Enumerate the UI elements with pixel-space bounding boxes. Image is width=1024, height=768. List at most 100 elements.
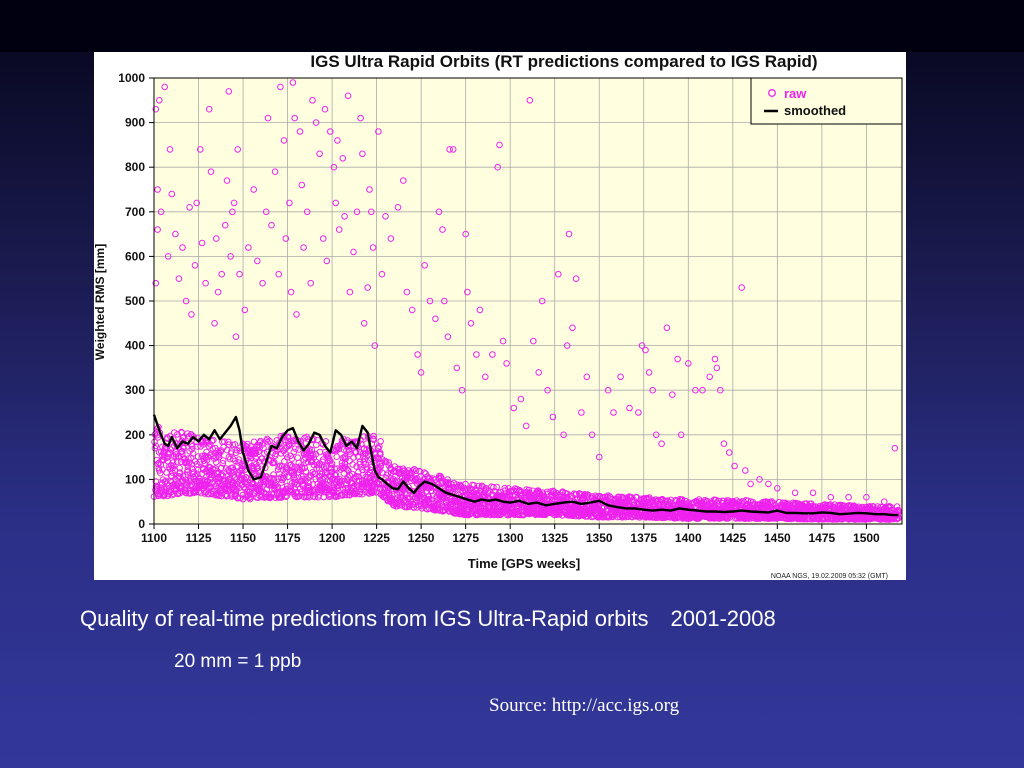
raw-outlier-point [645,369,653,376]
raw-outlier-point [713,364,721,372]
raw-outlier-point [205,105,213,113]
raw-point [235,456,243,463]
raw-point [221,438,228,446]
raw-outlier-point [467,320,475,327]
raw-outlier-point [499,337,507,345]
raw-point [633,493,640,501]
raw-outlier-point [245,244,252,251]
y-tick-label: 700 [125,205,145,219]
raw-outlier-point [583,373,591,381]
legend-box [750,77,903,125]
raw-point [409,467,417,474]
raw-point [194,443,201,450]
raw-outlier-point [677,431,685,439]
raw-point [240,475,248,483]
raw-outlier-point [549,413,557,421]
raw-outlier-point [271,168,279,175]
raw-outlier-point [720,440,728,448]
raw-point [336,478,344,485]
raw-outlier-point [264,114,272,122]
raw-outlier-point [229,208,236,216]
x-tick-label: 1350 [586,531,613,545]
raw-outlier-point [517,395,525,403]
raw-outlier-point [489,351,496,358]
raw-point [278,476,286,484]
raw-point [284,473,292,481]
raw-point [225,438,232,446]
raw-outlier-point [346,288,354,296]
raw-outlier-point [692,386,699,394]
raw-outlier-point [482,373,489,381]
raw-outlier-point [444,333,452,341]
x-tick-label: 1400 [675,531,702,545]
raw-point [393,477,401,485]
raw-outlier-point [765,480,772,488]
raw-point [333,453,340,461]
raw-outlier-point [441,297,448,305]
raw-point [385,486,392,494]
raw-point [349,461,357,468]
raw-outlier-point [387,235,395,242]
raw-outlier-point [747,480,754,488]
raw-outlier-points [152,79,899,506]
raw-outlier-point [617,373,624,381]
raw-outlier-point [164,253,172,260]
raw-point [227,475,234,482]
raw-outlier-point [223,177,231,184]
axis-ticks: 1100 1125 1150 1175 1200 1225 1250 1275 1300 1325… [118,71,880,545]
raw-point [332,493,340,501]
raw-outlier-point [462,230,470,238]
x-tick-label: 1100 [141,531,167,545]
raw-point [370,436,378,444]
raw-point [274,466,282,473]
raw-point [212,458,220,466]
raw-outlier-point [316,150,323,158]
raw-point [428,487,436,495]
raw-outlier-point [453,364,461,372]
raw-point [210,436,217,444]
raw-point [664,497,672,505]
raw-outlier-point [494,163,502,171]
raw-outlier-point [202,279,209,287]
raw-outlier-point [699,386,706,394]
raw-outlier-point [572,275,580,282]
raw-outlier-point [156,97,163,104]
raw-point [188,445,195,453]
raw-outlier-point [674,355,681,363]
raw-outlier-point [227,253,234,260]
raw-outlier-point [330,163,338,171]
raw-dense-band [150,423,902,523]
raw-point [161,491,168,499]
raw-point [208,437,216,445]
raw-point [182,489,190,497]
raw-point [286,441,294,448]
raw-point [176,464,183,472]
raw-outlier-point [496,141,503,149]
raw-point [169,459,177,466]
raw-outlier-point [626,404,633,412]
raw-outlier-point [685,360,692,367]
raw-outlier-point [756,476,763,483]
smoothed-line [152,414,899,517]
raw-point [159,476,167,484]
raw-outlier-point [538,297,546,305]
raw-outlier-point [186,204,193,211]
raw-outlier-point [588,431,596,439]
raw-point [893,503,901,510]
raw-point [895,514,902,522]
raw-point [202,453,210,461]
x-tick-label: 1425 [719,531,746,545]
raw-outlier-point [214,288,222,296]
raw-outlier-point [706,373,714,381]
raw-outlier-point [230,199,238,207]
raw-point [190,468,198,476]
raw-outlier-point [555,270,562,278]
raw-point [338,481,345,489]
raw-point [307,472,315,479]
raw-point [185,432,193,440]
raw-outlier-point [293,311,300,318]
raw-outlier-point [774,485,781,492]
raw-point [367,466,374,474]
raw-outlier-point [560,431,567,439]
raw-outlier-point [152,279,160,287]
